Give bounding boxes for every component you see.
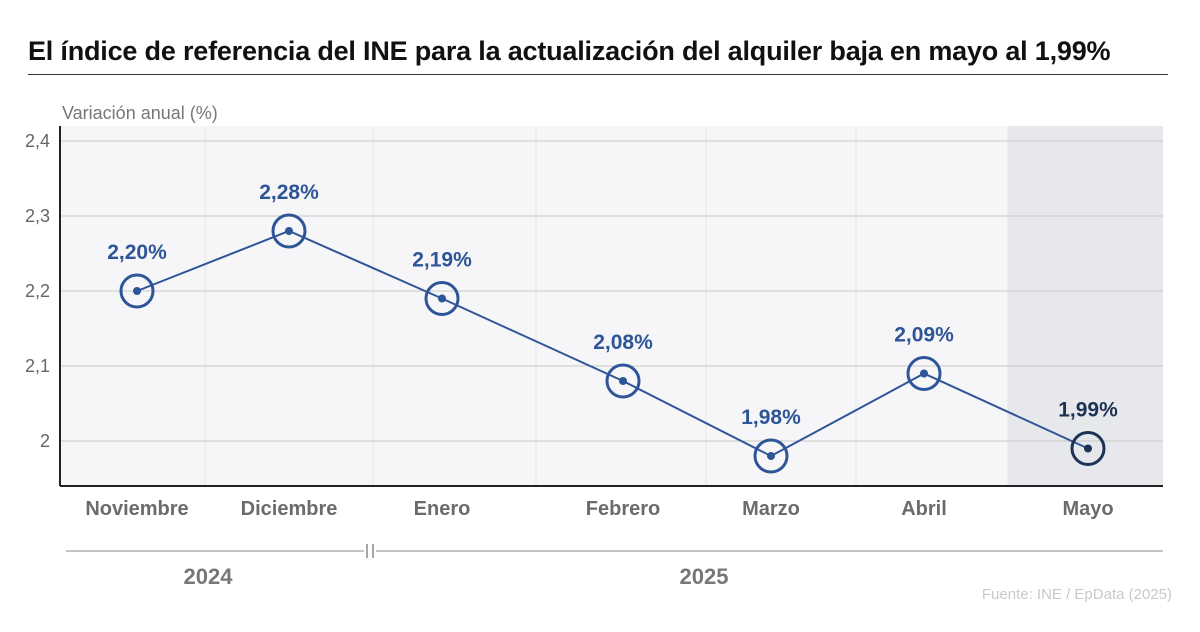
y-tick-label: 2,4: [25, 131, 50, 151]
y-tick-label: 2: [40, 431, 50, 451]
data-point: [133, 287, 141, 295]
x-tick-label: Enero: [414, 498, 471, 520]
year-label-2024: 2024: [184, 564, 234, 589]
data-label: 2,20%: [107, 241, 167, 264]
data-label: 2,09%: [894, 324, 954, 347]
x-tick-label: Mayo: [1062, 498, 1113, 520]
data-label: 2,08%: [593, 331, 653, 354]
data-point-ring: [119, 273, 155, 309]
data-point: [767, 452, 775, 460]
data-point-ring: [1070, 431, 1106, 466]
x-tick-label: Marzo: [742, 498, 800, 520]
data-label: 1,98%: [741, 406, 801, 429]
data-point-ring: [424, 281, 460, 316]
highlight-band-mayo: [1008, 126, 1163, 486]
y-tick-label: 2,1: [25, 356, 50, 376]
data-point: [285, 227, 293, 235]
y-tick-label: 2,3: [25, 206, 50, 226]
source-note: Fuente: INE / EpData (2025): [981, 586, 1172, 603]
x-tick-label: Abril: [901, 498, 947, 520]
data-point: [438, 294, 446, 303]
year-label-2025: 2025: [680, 564, 729, 589]
y-axis-label: Variación anual (%): [62, 103, 218, 123]
chart-title: El índice de referencia del INE para la …: [28, 36, 1111, 66]
data-label: 1,99%: [1058, 399, 1118, 422]
x-tick-label: Noviembre: [85, 498, 188, 520]
data-label: 2,28%: [259, 181, 319, 204]
data-point-ring: [753, 438, 789, 474]
y-tick-label: 2,2: [25, 281, 50, 301]
data-point: [619, 377, 627, 385]
data-point: [1084, 444, 1092, 453]
title-divider: [28, 74, 1168, 75]
plot-background: [60, 126, 1163, 486]
data-point-ring: [605, 363, 641, 399]
x-tick-label: Febrero: [586, 498, 660, 520]
data-point: [920, 369, 928, 378]
data-point-ring: [906, 356, 942, 391]
data-point-ring: [271, 213, 307, 249]
data-label: 2,19%: [412, 249, 472, 272]
x-tick-label: Diciembre: [241, 498, 338, 520]
